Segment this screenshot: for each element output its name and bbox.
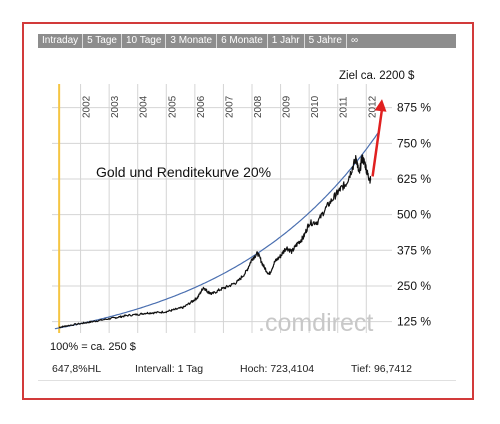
x-tick-label: 2003 [110, 95, 121, 118]
target-label: Ziel ca. 2200 $ [339, 70, 415, 82]
stat-low: Tief: 96,7412 [351, 363, 412, 375]
tab-5-jahre[interactable]: 5 Jahre [305, 34, 347, 48]
x-tick-label: 2009 [282, 95, 293, 118]
y-tick-label: 625 % [397, 172, 431, 186]
stat-interval: Intervall: 1 Tag [135, 363, 204, 375]
tab-6-monate[interactable]: 6 Monate [217, 34, 268, 48]
x-tick-label: 2004 [139, 95, 150, 118]
x-tick-label: 2006 [196, 95, 207, 118]
target-arrow-head [374, 99, 387, 112]
y-tick-label: 375 % [397, 243, 431, 257]
stat-high: Hoch: 723,4104 [240, 363, 315, 375]
x-tick-label: 2007 [224, 95, 235, 118]
tab-infinite[interactable]: ∞ [350, 35, 359, 46]
y-tick-label: 250 % [397, 279, 431, 293]
y-tick-label: 125 % [397, 315, 431, 329]
x-tick-label: 2005 [167, 95, 178, 118]
gold-price-line [58, 154, 372, 329]
x-tick-label: 2008 [253, 95, 264, 118]
y-tick-label: 500 % [397, 208, 431, 222]
return-curve-20pct [54, 131, 380, 330]
baseline-label: 100% = ca. 250 $ [50, 341, 136, 353]
tab-3-monate[interactable]: 3 Monate [166, 34, 218, 48]
tab-1-jahr[interactable]: 1 Jahr [268, 34, 305, 48]
tab-5-tage[interactable]: 5 Tage [83, 34, 122, 48]
target-arrow [371, 108, 384, 177]
y-tick-label: 875 % [397, 101, 431, 115]
divider [38, 380, 456, 381]
y-axis-ticks: 125 % 250 % 375 % 500 % 625 % 750 % 875 % [397, 101, 431, 329]
chart-title: Gold und Renditekurve 20% [96, 164, 271, 180]
chart-grid [52, 84, 392, 333]
x-axis-ticks: 2002 2003 2004 2005 2006 2007 2008 2009 2010 2011… [82, 95, 379, 118]
x-tick-label: 2002 [82, 95, 93, 118]
chart-frame [22, 22, 474, 400]
y-tick-label: 750 % [397, 136, 431, 150]
watermark: .comdirect [258, 309, 373, 337]
stat-hl: 647,8%HL [52, 363, 102, 375]
tab-10-tage[interactable]: 10 Tage [122, 34, 167, 48]
tab-intraday[interactable]: Intraday [38, 34, 84, 48]
x-tick-label: 2011 [339, 96, 350, 118]
x-tick-label: 2012 [367, 95, 378, 118]
x-tick-label: 2010 [310, 95, 321, 118]
timeframe-tabbar: Intraday 5 Tage 10 Tage 3 Monate 6 Monat… [38, 34, 456, 48]
